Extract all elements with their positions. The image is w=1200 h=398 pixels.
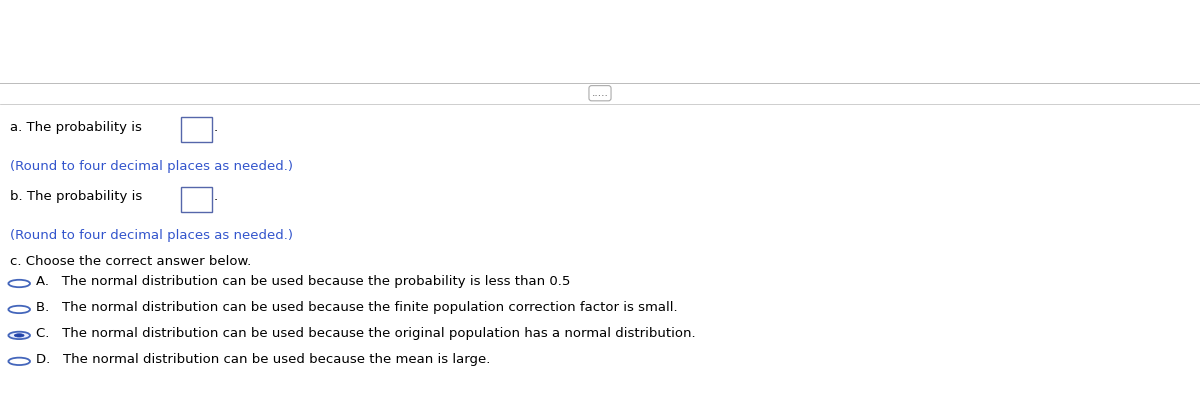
Text: .: . bbox=[214, 190, 217, 203]
Text: (Round to four decimal places as needed.): (Round to four decimal places as needed.… bbox=[10, 160, 293, 173]
Text: D.   The normal distribution can be used because the mean is large.: D. The normal distribution can be used b… bbox=[36, 353, 491, 366]
Text: The overhead reach distances of adult females are normally distributed with a me: The overhead reach distances of adult fe… bbox=[10, 6, 889, 19]
Text: c. Choose the correct answer below.: c. Choose the correct answer below. bbox=[10, 255, 251, 268]
Text: (Round to four decimal places as needed.): (Round to four decimal places as needed.… bbox=[10, 229, 293, 242]
Ellipse shape bbox=[14, 334, 24, 337]
Ellipse shape bbox=[8, 306, 30, 313]
Text: C.   The normal distribution can be used because the original population has a n: C. The normal distribution can be used b… bbox=[36, 327, 696, 339]
Text: .....: ..... bbox=[592, 88, 608, 98]
Text: B.   The normal distribution can be used because the finite population correctio: B. The normal distribution can be used b… bbox=[36, 301, 678, 314]
Ellipse shape bbox=[8, 280, 30, 287]
Text: a. Find the probability that an individual distance is greater than 205.00 cm.: a. Find the probability that an individu… bbox=[10, 27, 520, 39]
Ellipse shape bbox=[8, 358, 30, 365]
Text: c. Why can the normal distribution be used in part (b), even though the sample s: c. Why can the normal distribution be us… bbox=[10, 62, 714, 75]
Ellipse shape bbox=[8, 332, 30, 339]
Text: b. Find the probability that the mean for 20 randomly selected distances is grea: b. Find the probability that the mean fo… bbox=[10, 44, 677, 57]
FancyBboxPatch shape bbox=[181, 187, 212, 212]
Text: .: . bbox=[214, 121, 217, 134]
Text: b. The probability is: b. The probability is bbox=[10, 190, 146, 203]
Text: a. The probability is: a. The probability is bbox=[10, 121, 145, 134]
Text: A.   The normal distribution can be used because the probability is less than 0.: A. The normal distribution can be used b… bbox=[36, 275, 570, 288]
FancyBboxPatch shape bbox=[181, 117, 212, 142]
